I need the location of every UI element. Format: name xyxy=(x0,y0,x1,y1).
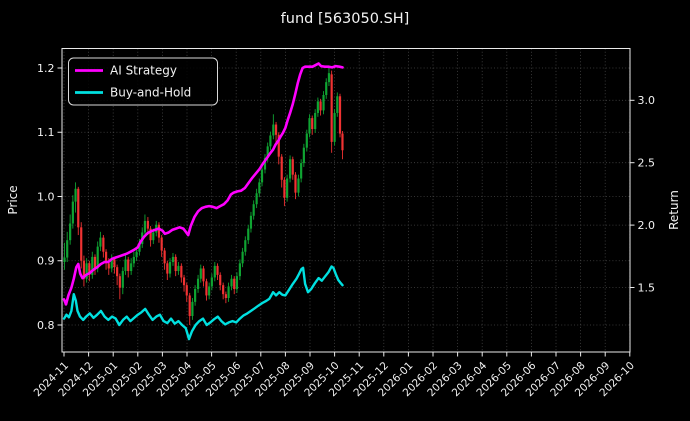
ai-strategy-line xyxy=(62,62,344,306)
return-tick-label: 2.5 xyxy=(638,157,656,170)
candlestick-series xyxy=(63,68,344,325)
legend: AI Strategy Buy-and-Hold xyxy=(68,57,218,106)
return-tick-label: 2.0 xyxy=(638,219,656,232)
legend-label: AI Strategy xyxy=(110,64,177,78)
price-tick-label: 1.2 xyxy=(37,62,55,75)
legend-box xyxy=(68,57,218,106)
plot-border xyxy=(61,48,631,353)
y-axis-tick-labels: 0.8 0.9 1.0 1.1 1.2 1.5 2.0 2.5 3.0 xyxy=(37,62,655,332)
buy-and-hold-line xyxy=(62,265,344,341)
price-tick-label: 0.8 xyxy=(37,319,55,332)
return-tick-label: 1.5 xyxy=(638,281,656,294)
price-tick-label: 0.9 xyxy=(37,255,55,268)
chart-title: fund [563050.SH] xyxy=(281,11,410,27)
price-tick-label: 1.1 xyxy=(37,126,55,139)
axes-spines-and-ticks xyxy=(57,48,635,357)
left-axis-title: Price xyxy=(6,185,20,214)
right-axis-title: Return xyxy=(667,190,681,230)
price-tick-label: 1.0 xyxy=(37,190,55,203)
line-series xyxy=(62,62,344,341)
return-tick-label: 3.0 xyxy=(638,94,656,107)
legend-label: Buy-and-Hold xyxy=(110,86,191,100)
